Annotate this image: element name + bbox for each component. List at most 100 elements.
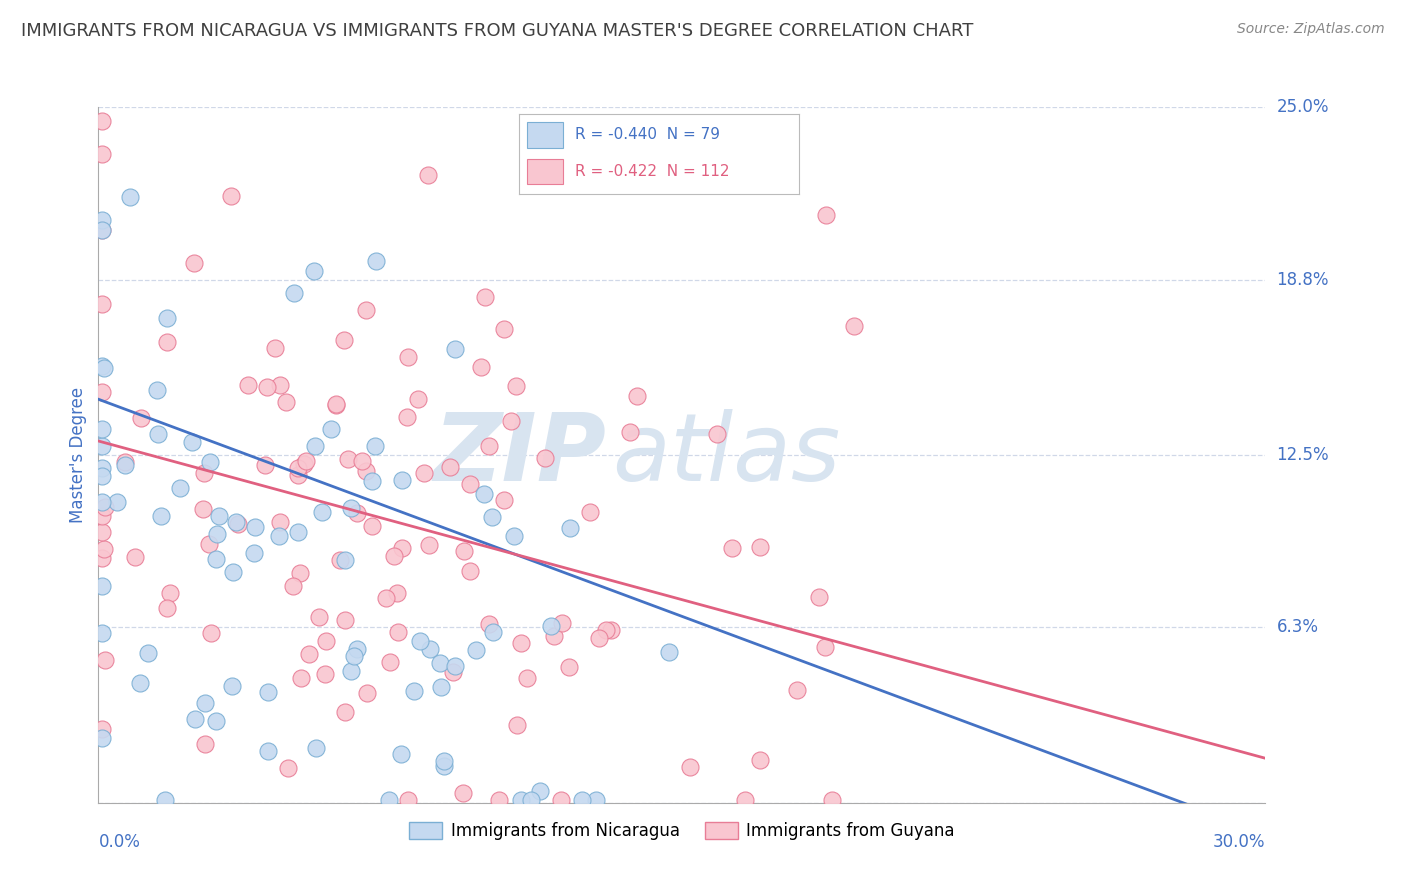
Point: [380, 656, 402, 670]
Point: [346, 506, 368, 520]
Point: [219, 189, 242, 203]
Point: [391, 541, 413, 555]
Point: [315, 633, 337, 648]
Point: [333, 705, 356, 719]
Point: [159, 586, 181, 600]
Point: [619, 425, 641, 439]
Point: [193, 467, 215, 481]
Point: [304, 439, 326, 453]
Point: [350, 454, 373, 468]
Point: [481, 509, 503, 524]
Point: [236, 378, 259, 392]
Point: [588, 632, 610, 646]
Point: [114, 458, 136, 473]
Point: [343, 649, 366, 664]
Point: [146, 426, 169, 441]
Point: [321, 422, 343, 436]
Point: [333, 613, 356, 627]
Point: [91, 114, 114, 128]
Text: IMMIGRANTS FROM NICARAGUA VS IMMIGRANTS FROM GUYANA MASTER'S DEGREE CORRELATION : IMMIGRANTS FROM NICARAGUA VS IMMIGRANTS …: [21, 22, 973, 40]
Point: [198, 537, 221, 551]
Point: [470, 360, 492, 375]
Point: [333, 333, 356, 347]
Point: [91, 384, 114, 399]
Point: [91, 626, 114, 640]
Point: [441, 665, 464, 680]
Point: [194, 696, 217, 710]
Point: [169, 481, 191, 495]
Point: [595, 623, 617, 637]
Point: [408, 633, 430, 648]
Text: 30.0%: 30.0%: [1213, 833, 1265, 851]
Point: [91, 223, 114, 237]
Point: [679, 760, 702, 774]
Point: [492, 322, 515, 336]
Point: [118, 190, 141, 204]
Point: [377, 793, 399, 807]
Point: [156, 334, 179, 349]
Point: [308, 610, 330, 624]
Point: [287, 467, 309, 482]
Point: [474, 290, 496, 304]
Point: [225, 516, 247, 530]
Point: [706, 427, 728, 442]
Point: [657, 645, 679, 659]
Point: [821, 793, 844, 807]
Point: [354, 464, 377, 478]
Point: [478, 439, 501, 453]
Point: [91, 495, 114, 509]
Point: [534, 451, 557, 466]
Point: [389, 747, 412, 761]
Point: [458, 477, 481, 491]
Point: [387, 625, 409, 640]
Point: [114, 455, 136, 469]
Point: [226, 517, 249, 532]
Point: [91, 422, 114, 436]
Point: [488, 793, 510, 807]
Point: [93, 360, 115, 375]
Legend: Immigrants from Nicaragua, Immigrants from Guyana: Immigrants from Nicaragua, Immigrants fr…: [402, 815, 962, 847]
Point: [433, 759, 456, 773]
Point: [807, 590, 830, 604]
Point: [325, 398, 347, 412]
Point: [406, 392, 429, 407]
Point: [492, 493, 515, 508]
Point: [481, 625, 503, 640]
Point: [264, 341, 287, 355]
Point: [433, 754, 456, 768]
Point: [94, 500, 117, 515]
Point: [298, 648, 321, 662]
Text: 12.5%: 12.5%: [1277, 446, 1329, 464]
Point: [314, 666, 336, 681]
Point: [91, 469, 114, 483]
Text: 6.3%: 6.3%: [1277, 618, 1319, 637]
Text: ZIP: ZIP: [433, 409, 606, 501]
Text: Source: ZipAtlas.com: Source: ZipAtlas.com: [1237, 22, 1385, 37]
Point: [361, 474, 384, 488]
Point: [277, 761, 299, 775]
Point: [416, 168, 439, 182]
Point: [626, 389, 648, 403]
Point: [734, 793, 756, 807]
Point: [520, 793, 543, 807]
Point: [503, 528, 526, 542]
Point: [550, 793, 572, 807]
Point: [453, 544, 475, 558]
Point: [91, 550, 114, 565]
Point: [579, 505, 602, 519]
Point: [205, 552, 228, 566]
Point: [145, 383, 167, 397]
Point: [472, 487, 495, 501]
Point: [292, 457, 315, 471]
Point: [311, 505, 333, 519]
Point: [516, 672, 538, 686]
Point: [105, 495, 128, 509]
Point: [136, 646, 159, 660]
Point: [245, 520, 267, 534]
Point: [180, 434, 202, 449]
Point: [274, 395, 297, 409]
Point: [287, 525, 309, 540]
Point: [430, 680, 453, 694]
Point: [385, 586, 408, 600]
Point: [205, 714, 228, 728]
